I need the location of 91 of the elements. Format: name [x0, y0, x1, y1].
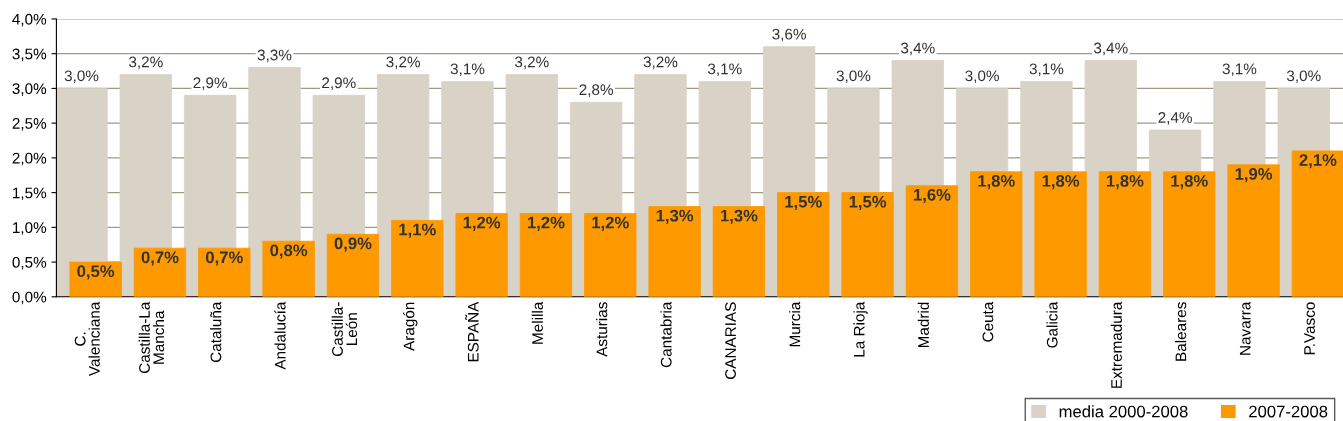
x-tick-label: Navarra	[1239, 301, 1251, 355]
x-tick-label: La Rioja	[853, 301, 868, 357]
data-label: 3,4%	[900, 42, 935, 56]
data-label: 1,9%	[1235, 168, 1273, 183]
data-label: 1,1%	[399, 223, 436, 238]
data-label: 3,0%	[965, 70, 999, 84]
y-tick-label: 1,5%	[13, 187, 47, 201]
data-label: 3,4%	[1093, 42, 1128, 56]
data-label: 3,0%	[1286, 70, 1321, 84]
data-label: 2,8%	[579, 84, 613, 97]
bar	[905, 185, 959, 297]
x-tick-label: Melilla	[531, 301, 543, 344]
data-label: 2,9%	[322, 77, 356, 90]
bar	[69, 261, 122, 297]
bar	[1034, 171, 1087, 297]
x-tick-label: Castilla-La Mancha	[138, 301, 165, 374]
y-tick-label: 4,0%	[12, 13, 47, 27]
data-label: 3,2%	[514, 56, 549, 70]
x-tick-label: P.Vasco	[1304, 302, 1315, 355]
data-label: 1,2%	[463, 216, 501, 231]
data-label: 3,1%	[1222, 63, 1257, 77]
data-label: 1,2%	[592, 216, 629, 231]
data-label: 3,1%	[707, 63, 742, 77]
data-label: 0,8%	[270, 244, 308, 259]
bar	[1227, 164, 1280, 297]
data-label: 1,5%	[785, 195, 822, 211]
bar	[584, 213, 637, 297]
bar	[712, 206, 766, 297]
x-tick-label: Extremadura	[1110, 301, 1122, 388]
legend-label: 2007-2008	[1249, 405, 1328, 418]
y-tick-label: 1,0%	[13, 222, 47, 235]
data-label: 3,3%	[257, 49, 292, 63]
y-tick-label: 2,0%	[12, 152, 47, 166]
x-tick-label: Castilla- León	[331, 302, 358, 357]
data-label: 1,2%	[528, 216, 565, 231]
bar	[1291, 150, 1343, 297]
y-tick-label: 0,5%	[12, 256, 47, 270]
x-tick-label: Baleares	[1175, 302, 1187, 361]
data-label: 1,8%	[1042, 174, 1080, 190]
bar	[519, 213, 573, 297]
bar	[262, 240, 315, 297]
x-tick-label: Cantabria	[660, 301, 672, 368]
bar	[1098, 171, 1152, 297]
data-label: 3,1%	[1029, 63, 1064, 77]
data-label: 0,5%	[77, 265, 115, 280]
data-label: 2,9%	[193, 77, 228, 90]
data-label: 3,0%	[64, 70, 99, 84]
x-tick-label: Andalucía	[274, 301, 286, 370]
legend-label: media 2000-2008	[1059, 405, 1188, 418]
y-tick-label: 0,0%	[12, 291, 47, 305]
x-tick-label: Aragón	[403, 302, 418, 351]
bar	[1163, 171, 1216, 297]
data-label: 1,3%	[721, 209, 758, 224]
x-tick-label: Ceuta	[982, 301, 994, 342]
x-tick-label: Cataluña	[210, 301, 222, 363]
bar	[133, 247, 187, 297]
bar	[841, 192, 894, 297]
data-label: 3,2%	[386, 56, 421, 70]
data-label: 0,7%	[205, 251, 243, 266]
data-label: 3,2%	[129, 56, 163, 70]
bar	[455, 213, 508, 297]
data-label: 1,6%	[913, 188, 951, 204]
data-label: 1,8%	[1171, 174, 1208, 190]
bar	[326, 233, 380, 297]
data-label: 2,4%	[1158, 112, 1192, 125]
x-tick-label: ESPAÑA	[465, 301, 479, 362]
x-tick-label: Madrid	[917, 302, 929, 348]
data-label: 3,2%	[643, 56, 678, 70]
y-tick-label: 3,5%	[12, 48, 47, 62]
x-tick-label: Asturias	[596, 302, 608, 357]
data-label: 1,3%	[656, 209, 694, 224]
data-label: 0,7%	[141, 251, 179, 266]
x-tick-label: Galicia	[1046, 301, 1058, 348]
data-label: 3,1%	[450, 63, 485, 77]
data-label: 3,6%	[772, 28, 806, 42]
data-label: 1,8%	[1106, 174, 1144, 190]
bar	[391, 219, 444, 297]
bar	[198, 247, 251, 297]
y-tick-label: 2,5%	[12, 118, 47, 131]
data-label: 1,8%	[978, 174, 1015, 190]
data-label: 0,9%	[334, 237, 372, 252]
bar	[970, 171, 1023, 297]
y-tick-label: 3,0%	[12, 83, 47, 96]
bar	[648, 206, 701, 297]
data-label: 1,5%	[849, 195, 887, 211]
x-tick-label: Murcia	[789, 301, 801, 347]
x-tick-label: CANARIAS	[725, 302, 736, 379]
data-label: 2,1%	[1299, 154, 1337, 169]
data-label: 3,0%	[836, 70, 871, 84]
x-tick-label: C. Valenciana	[74, 301, 100, 377]
bar	[777, 192, 830, 297]
